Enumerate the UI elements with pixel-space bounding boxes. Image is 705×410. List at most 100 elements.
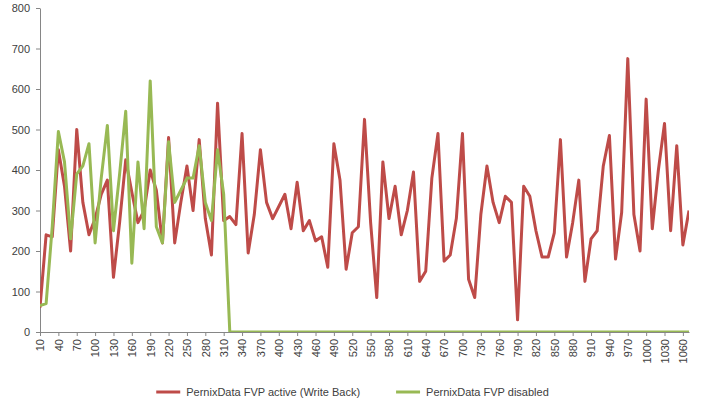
x-tick-mark (371, 332, 372, 336)
x-tick-label: 730 (475, 339, 487, 357)
x-tick-label: 610 (402, 339, 414, 357)
legend-item: PernixData FVP active (Write Back) (156, 386, 360, 398)
x-tick-mark (58, 332, 59, 336)
series-line (40, 81, 689, 332)
x-tick: 910 (585, 332, 597, 357)
x-tick-label: 580 (383, 339, 395, 357)
x-tick-label: 10 (34, 339, 46, 351)
x-tick: 820 (530, 332, 542, 357)
x-tick-mark (646, 332, 647, 336)
x-tick-mark (297, 332, 298, 336)
y-tick-mark (36, 8, 40, 9)
x-tick-label: 370 (255, 339, 267, 357)
x-tick-mark (426, 332, 427, 336)
x-tick-mark (132, 332, 133, 336)
x-tick-mark (150, 332, 151, 336)
x-tick: 1030 (659, 332, 671, 363)
x-tick-label: 220 (163, 339, 175, 357)
x-tick: 550 (365, 332, 377, 357)
x-tick-label: 130 (108, 339, 120, 357)
x-tick: 850 (549, 332, 561, 357)
x-tick: 400 (273, 332, 285, 357)
x-tick-mark (95, 332, 96, 336)
x-tick-mark (169, 332, 170, 336)
background (0, 0, 705, 410)
x-tick-label: 100 (89, 339, 101, 357)
x-tick-label: 190 (145, 339, 157, 357)
y-tick-label: 500 (12, 124, 30, 136)
x-tick-label: 850 (549, 339, 561, 357)
x-tick-mark (591, 332, 592, 336)
x-tick: 970 (622, 332, 634, 357)
y-tick-mark (36, 89, 40, 90)
x-tick-mark (279, 332, 280, 336)
x-tick-mark (683, 332, 684, 336)
x-tick: 700 (457, 332, 469, 357)
y-tick-mark (36, 251, 40, 252)
y-tick-label: 0 (24, 326, 30, 338)
x-tick-label: 520 (347, 339, 359, 357)
x-tick: 520 (347, 332, 359, 357)
x-tick-label: 700 (457, 339, 469, 357)
x-tick: 340 (236, 332, 248, 357)
legend: PernixData FVP active (Write Back) Pernix… (156, 386, 549, 398)
x-tick: 370 (255, 332, 267, 357)
x-tick-mark (665, 332, 666, 336)
x-tick-label: 40 (53, 339, 65, 351)
x-tick-mark (224, 332, 225, 336)
x-tick-label: 460 (310, 339, 322, 357)
y-tick-mark (36, 49, 40, 50)
series-group (40, 59, 689, 332)
legend-swatch (396, 391, 420, 394)
chart: 0100200300400500600700800104070100130160… (0, 0, 705, 410)
x-tick-label: 490 (328, 339, 340, 357)
y-tick-mark (36, 170, 40, 171)
x-axis: 1040701001301601902202502803103403704004… (34, 332, 689, 363)
x-tick-label: 250 (181, 339, 193, 357)
x-tick: 640 (420, 332, 432, 357)
y-tick-label: 400 (12, 164, 30, 176)
x-tick-label: 340 (236, 339, 248, 357)
y-tick-mark (36, 292, 40, 293)
x-tick-label: 1000 (640, 339, 652, 363)
y-tick-label: 300 (12, 205, 30, 217)
x-tick-mark (628, 332, 629, 336)
x-tick-mark (462, 332, 463, 336)
y-tick: 0 (24, 326, 40, 338)
y-tick-label: 200 (12, 245, 30, 257)
x-tick-label: 880 (567, 339, 579, 357)
y-tick-label: 700 (12, 43, 30, 55)
x-tick: 670 (438, 332, 450, 357)
y-tick: 700 (12, 43, 40, 55)
x-tick-label: 430 (292, 339, 304, 357)
x-tick-mark (609, 332, 610, 336)
x-tick: 10 (34, 332, 46, 351)
y-tick-label: 100 (12, 286, 30, 298)
legend-swatch (156, 391, 180, 394)
x-tick: 1000 (640, 332, 652, 363)
x-tick-mark (407, 332, 408, 336)
x-tick: 730 (475, 332, 487, 357)
y-tick-mark (36, 211, 40, 212)
legend-label: PernixData FVP disabled (426, 386, 549, 398)
x-tick-mark (334, 332, 335, 336)
x-tick-mark (554, 332, 555, 336)
x-tick: 160 (126, 332, 138, 357)
x-tick-mark (316, 332, 317, 336)
legend-label: PernixData FVP active (Write Back) (186, 386, 360, 398)
x-tick: 760 (494, 332, 506, 357)
y-tick: 500 (12, 124, 40, 136)
y-tick-mark (36, 130, 40, 131)
x-tick-label: 310 (218, 339, 230, 357)
x-tick-mark (536, 332, 537, 336)
x-tick: 490 (328, 332, 340, 357)
x-tick-label: 400 (273, 339, 285, 357)
x-tick: 790 (512, 332, 524, 357)
x-tick-mark (113, 332, 114, 336)
x-tick-label: 760 (494, 339, 506, 357)
x-tick-label: 820 (530, 339, 542, 357)
y-axis: 0100200300400500600700800 (12, 2, 41, 338)
x-tick-mark (187, 332, 188, 336)
x-tick: 1060 (677, 332, 689, 363)
x-tick: 580 (383, 332, 395, 357)
